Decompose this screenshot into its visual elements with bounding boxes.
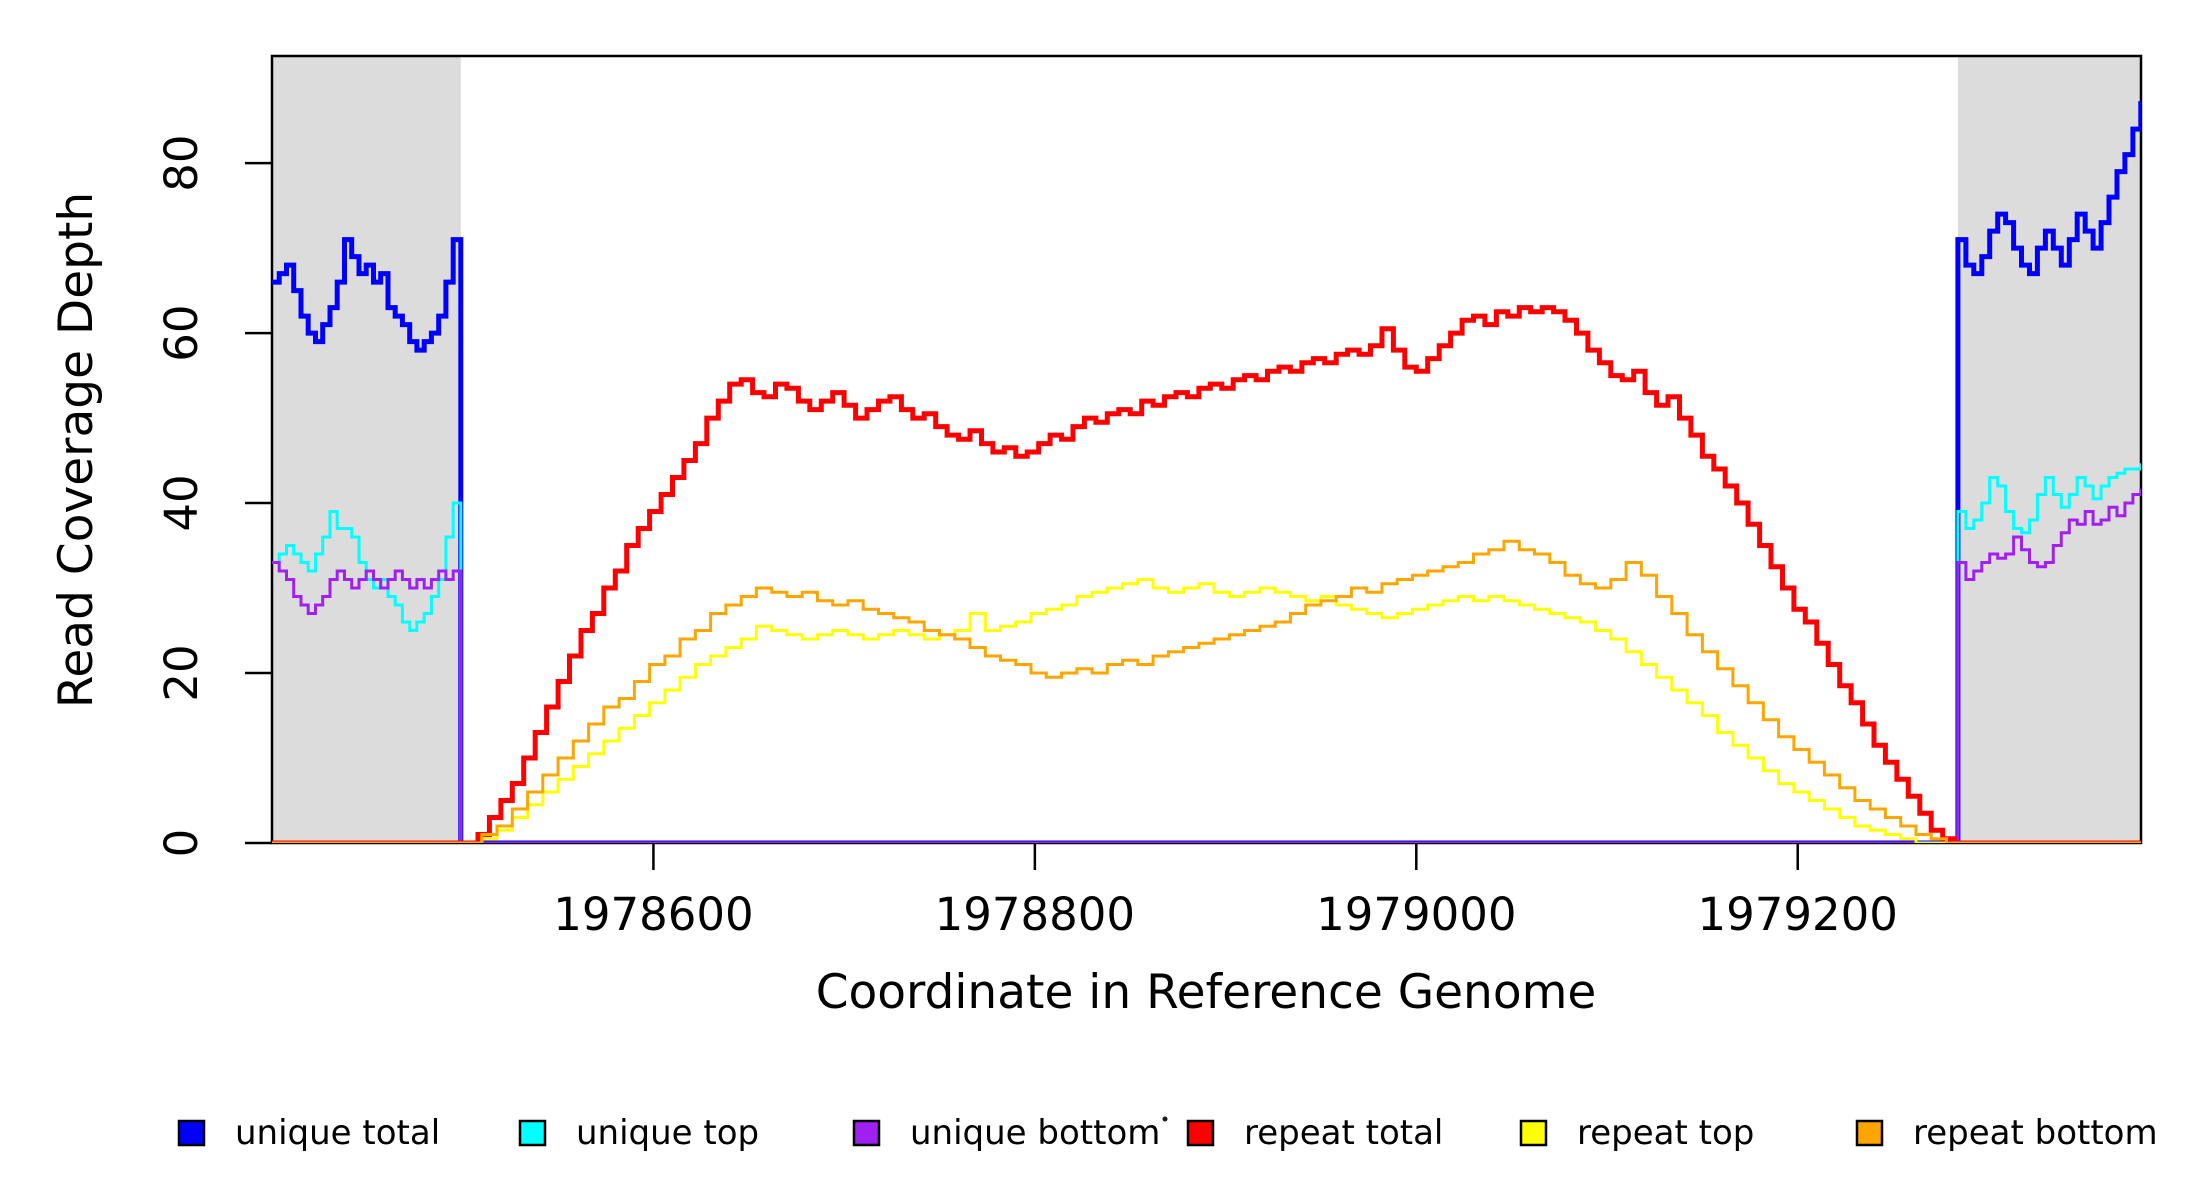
legend-swatch-repeat-top	[1519, 1119, 1548, 1147]
y-tick-label-20: 20	[155, 644, 208, 701]
legend-item-unique-bottom: unique bottom	[852, 1113, 1160, 1153]
legend: unique total unique top unique bottom repea…	[177, 1113, 2158, 1153]
legend-swatch-unique-top	[518, 1119, 547, 1147]
legend-item-repeat-bottom: repeat bottom	[1855, 1113, 2158, 1153]
legend-item-repeat-total: repeat total	[1186, 1113, 1443, 1153]
legend-label-unique-total: unique total	[235, 1113, 440, 1153]
x-axis-title: Coordinate in Reference Genome	[816, 965, 1597, 1020]
y-tick-label-60: 60	[155, 304, 208, 361]
legend-swatch-repeat-total	[1186, 1119, 1215, 1147]
series-line-repeat-total	[272, 305, 2141, 843]
series-line-unique-top	[272, 463, 2141, 843]
legend-label-repeat-total: repeat total	[1244, 1113, 1443, 1153]
legend-swatch-unique-bottom	[852, 1119, 881, 1147]
legend-item-unique-total: unique total	[177, 1113, 440, 1153]
series-line-repeat-top	[272, 578, 2141, 843]
series-line-unique-bottom	[272, 488, 2141, 843]
shaded-unique-regions	[272, 56, 2141, 843]
legend-item-unique-top: unique top	[518, 1113, 759, 1153]
x-tick-label-1979000: 1979000	[1316, 888, 1516, 941]
legend-label-unique-bottom: unique bottom	[910, 1113, 1160, 1153]
series-line-repeat-bottom	[272, 539, 2141, 843]
legend-label-unique-top: unique top	[576, 1113, 759, 1153]
stray-dot-artifact	[1162, 1116, 1168, 1122]
x-tick-label-1979200: 1979200	[1698, 888, 1898, 941]
x-tick-label-1978600: 1978600	[553, 888, 753, 941]
y-tick-label-0: 0	[155, 829, 208, 858]
x-tick-label-1978800: 1978800	[935, 888, 1135, 941]
y-tick-label-40: 40	[155, 474, 208, 531]
y-axis-title: Read Coverage Depth	[49, 192, 104, 708]
series-layer	[272, 101, 2141, 843]
y-tick-label-80: 80	[155, 134, 208, 191]
series-line-unique-total	[272, 101, 2141, 843]
legend-label-repeat-top: repeat top	[1577, 1113, 1754, 1153]
legend-swatch-repeat-bottom	[1855, 1119, 1884, 1147]
legend-swatch-unique-total	[177, 1119, 206, 1147]
legend-item-repeat-top: repeat top	[1519, 1113, 1754, 1153]
legend-label-repeat-bottom: repeat bottom	[1913, 1113, 2158, 1153]
axes-layer: 1978600 1978800 1979000 1979200 0 20 40 60 80	[155, 134, 1898, 941]
left-unique-region	[272, 56, 461, 843]
right-unique-region	[1957, 56, 2141, 843]
